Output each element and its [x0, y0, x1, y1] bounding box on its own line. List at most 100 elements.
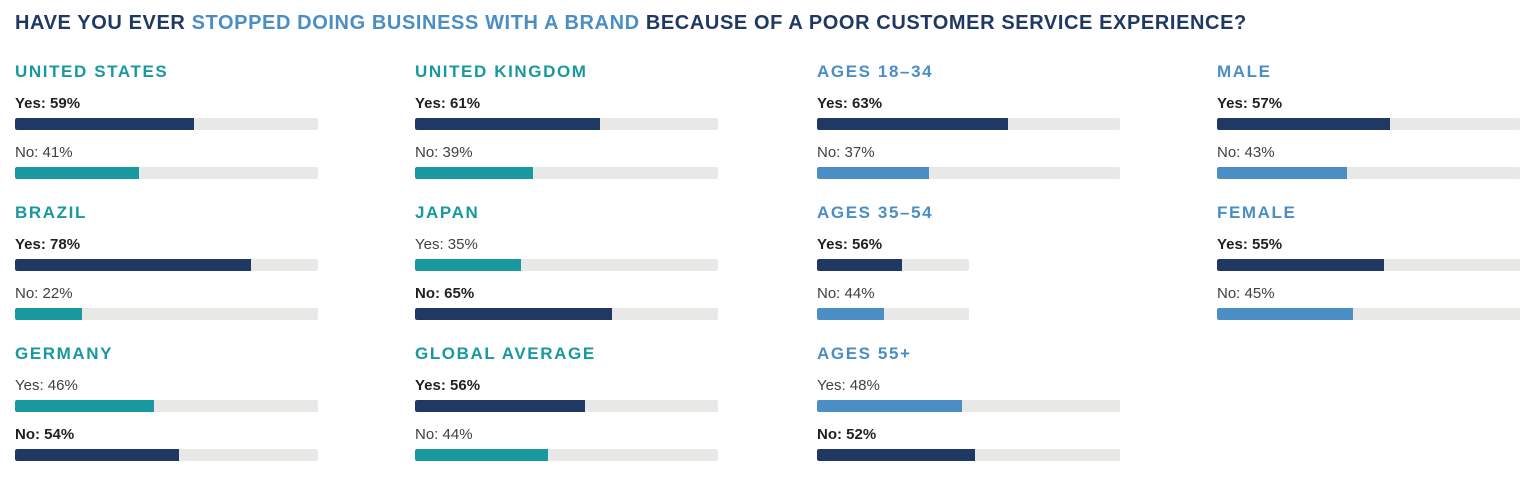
chart-section-ages-55: AGES 55+ Yes: 48% No: 52%	[817, 345, 1217, 461]
yes-label: Yes: 56%	[415, 377, 481, 394]
no-bar-fill	[817, 167, 930, 179]
page-title-part-navy-2: BECAUSE OF A POOR CUSTOMER SERVICE EXPER…	[639, 12, 1247, 34]
yes-bar-track	[817, 400, 1120, 412]
chart-column-countries-2: UNITED KINGDOM Yes: 61% No: 39% JAPAN Ye…	[415, 63, 817, 486]
yes-bar-row: Yes: 59%	[15, 96, 415, 130]
section-header: AGES 18–34	[817, 62, 934, 81]
no-bar-track	[15, 449, 318, 461]
no-bar-track	[817, 167, 1120, 179]
yes-bar-fill	[415, 118, 600, 130]
yes-bar-track	[415, 400, 718, 412]
no-label: No: 54%	[15, 426, 75, 443]
page-title-part-highlight: STOPPED DOING BUSINESS WITH A BRAND	[191, 12, 640, 34]
chart-column-gender: MALE Yes: 57% No: 43% FEMALE Yes: 55% No…	[1217, 63, 1520, 345]
yes-bar-row: Yes: 35%	[415, 237, 817, 271]
yes-bar-fill	[15, 400, 155, 412]
page-title: HAVE YOU EVER STOPPED DOING BUSINESS WIT…	[15, 12, 1520, 34]
section-header: UNITED KINGDOM	[415, 62, 588, 81]
yes-label: Yes: 35%	[415, 236, 478, 253]
section-header: FEMALE	[1217, 203, 1297, 222]
yes-label: Yes: 63%	[817, 95, 883, 112]
no-bar-fill	[415, 449, 549, 461]
yes-bar-row: Yes: 78%	[15, 237, 415, 271]
yes-bar-fill	[817, 400, 963, 412]
section-header: JAPAN	[415, 203, 480, 222]
no-bar-fill	[415, 167, 534, 179]
yes-bar-track	[817, 259, 969, 271]
chart-section-male: MALE Yes: 57% No: 43%	[1217, 63, 1520, 179]
section-header: AGES 35–54	[817, 203, 934, 222]
yes-bar-fill	[415, 259, 522, 271]
no-label: No: 39%	[415, 144, 473, 161]
page-title-part-navy: HAVE YOU EVER	[15, 12, 192, 34]
no-bar-fill	[1217, 308, 1354, 320]
chart-section-united-states: UNITED STATES Yes: 59% No: 41%	[15, 63, 415, 179]
yes-bar-track	[415, 259, 718, 271]
yes-bar-track	[15, 259, 318, 271]
no-bar-track	[817, 308, 969, 320]
yes-bar-row: Yes: 56%	[817, 237, 1217, 271]
no-bar-row: No: 45%	[1217, 286, 1520, 320]
no-bar-fill	[817, 308, 884, 320]
no-label: No: 37%	[817, 144, 875, 161]
yes-label: Yes: 55%	[1217, 236, 1283, 253]
yes-bar-track	[817, 118, 1120, 130]
no-bar-fill	[15, 308, 82, 320]
no-bar-row: No: 65%	[415, 286, 817, 320]
section-header: UNITED STATES	[15, 62, 169, 81]
yes-bar-fill	[1217, 118, 1390, 130]
chart-column-ages: AGES 18–34 Yes: 63% No: 37% AGES 35–54 Y…	[817, 63, 1217, 486]
section-header: MALE	[1217, 62, 1272, 81]
yes-bar-track	[1217, 259, 1520, 271]
yes-bar-row: Yes: 57%	[1217, 96, 1520, 130]
no-bar-row: No: 22%	[15, 286, 415, 320]
no-bar-row: No: 52%	[817, 427, 1217, 461]
no-bar-track	[415, 167, 718, 179]
chart-section-brazil: BRAZIL Yes: 78% No: 22%	[15, 204, 415, 320]
yes-bar-track	[15, 400, 318, 412]
no-bar-track	[1217, 308, 1520, 320]
yes-label: Yes: 48%	[817, 377, 880, 394]
no-bar-row: No: 41%	[15, 145, 415, 179]
chart-section-united-kingdom: UNITED KINGDOM Yes: 61% No: 39%	[415, 63, 817, 179]
no-bar-track	[1217, 167, 1520, 179]
no-bar-row: No: 43%	[1217, 145, 1520, 179]
no-bar-fill	[817, 449, 975, 461]
no-bar-track	[15, 167, 318, 179]
chart-section-female: FEMALE Yes: 55% No: 45%	[1217, 204, 1520, 320]
no-bar-row: No: 44%	[415, 427, 817, 461]
yes-label: Yes: 59%	[15, 95, 81, 112]
chart-section-japan: JAPAN Yes: 35% No: 65%	[415, 204, 817, 320]
yes-bar-row: Yes: 63%	[817, 96, 1217, 130]
yes-bar-track	[1217, 118, 1520, 130]
yes-bar-fill	[1217, 259, 1384, 271]
no-bar-row: No: 39%	[415, 145, 817, 179]
no-bar-fill	[1217, 167, 1348, 179]
no-bar-row: No: 37%	[817, 145, 1217, 179]
no-label: No: 52%	[817, 426, 877, 443]
section-header: BRAZIL	[15, 203, 87, 222]
no-label: No: 22%	[15, 285, 73, 302]
yes-label: Yes: 56%	[817, 236, 883, 253]
chart-section-global-average: GLOBAL AVERAGE Yes: 56% No: 44%	[415, 345, 817, 461]
yes-bar-fill	[817, 259, 903, 271]
yes-label: Yes: 78%	[15, 236, 81, 253]
yes-bar-fill	[15, 259, 252, 271]
yes-bar-fill	[817, 118, 1008, 130]
chart-section-germany: GERMANY Yes: 46% No: 54%	[15, 345, 415, 461]
no-bar-track	[415, 308, 718, 320]
yes-bar-fill	[415, 400, 585, 412]
no-label: No: 41%	[15, 144, 73, 161]
yes-label: Yes: 61%	[415, 95, 481, 112]
section-header: GERMANY	[15, 344, 114, 363]
no-bar-fill	[15, 167, 140, 179]
no-bar-row: No: 54%	[15, 427, 415, 461]
no-bar-track	[817, 449, 1120, 461]
yes-bar-track	[15, 118, 318, 130]
no-bar-row: No: 44%	[817, 286, 1217, 320]
chart-section-ages-18-34: AGES 18–34 Yes: 63% No: 37%	[817, 63, 1217, 179]
no-label: No: 43%	[1217, 144, 1275, 161]
yes-label: Yes: 57%	[1217, 95, 1283, 112]
section-header: AGES 55+	[817, 344, 912, 363]
section-header: GLOBAL AVERAGE	[415, 344, 596, 363]
